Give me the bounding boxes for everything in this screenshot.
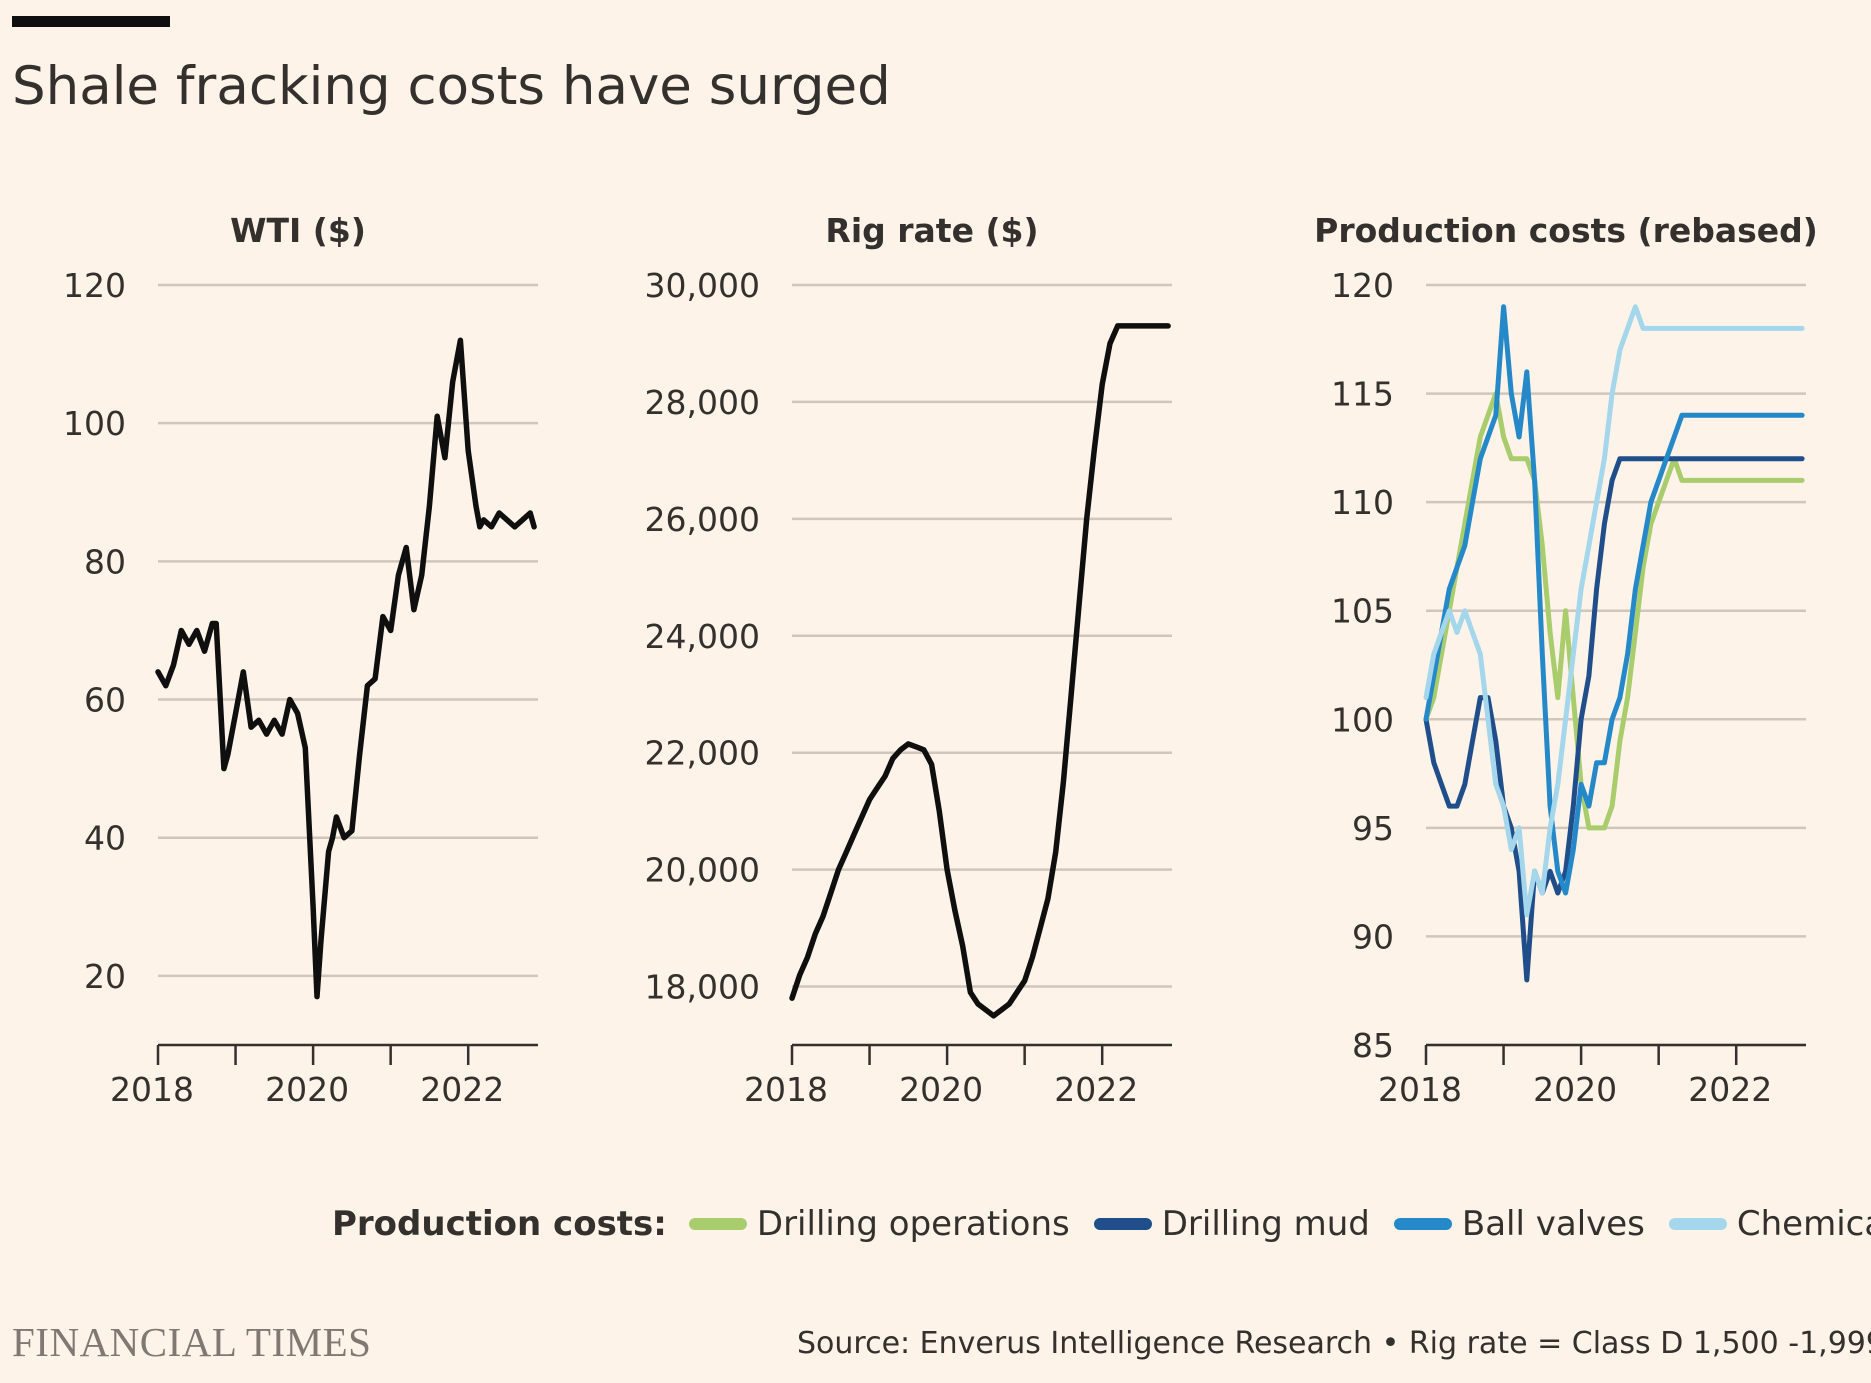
panel3-series-ball-valves [1423,304,1805,896]
panel2-xtick-label-2022: 2022 [1054,1070,1138,1109]
panel2-xtick-label-2018: 2018 [744,1070,828,1109]
page-title: Shale fracking costs have surged [12,56,891,117]
panel2-ytick-label-24-000: 24,000 [645,617,760,656]
panel3-ytick-label-120: 120 [1331,266,1394,305]
panel1-ytick-label-80: 80 [84,542,126,581]
panel3-series-chemicals [1423,304,1805,918]
panel3-xtick-label-2018: 2018 [1378,1070,1462,1109]
legend-item-ball-valves: Ball valves [1393,1204,1645,1244]
panel2-series-rig-rate [789,323,1171,1019]
brand-logo: FINANCIAL TIMES [12,1319,372,1365]
panel2-ytick-label-18-000: 18,000 [645,968,760,1007]
panel1-xtick-label-2022: 2022 [420,1070,504,1109]
panel3-series-drilling-mud [1423,456,1805,983]
panel2-ytick-label-26-000: 26,000 [645,500,760,539]
panel3-xtick-label-2020: 2020 [1533,1070,1617,1109]
legend-label-ball-valves: Ball valves [1461,1204,1645,1244]
top-accent-bar [12,16,170,27]
panel1-ytick-label-120: 120 [63,266,126,305]
panel2-ytick-label-22-000: 22,000 [645,734,760,773]
legend-item-drilling-mud: Drilling mud [1093,1204,1370,1244]
legend-swatch-drilling-mud [1093,1218,1152,1230]
panel3-ytick-label-115: 115 [1331,375,1394,414]
panel1-xtick-label-2020: 2020 [265,1070,349,1109]
panel2-ytick-label-28-000: 28,000 [645,383,760,422]
panel2-title: Rig rate ($) [825,211,1038,250]
legend-title: Production costs: [332,1204,667,1244]
legend-label-drilling-operations: Drilling operations [756,1204,1070,1244]
legend-swatch-chemicals [1668,1218,1727,1230]
legend-swatch-ball-valves [1393,1218,1452,1230]
panel1-series-wti [155,337,537,1000]
legend-swatch-drilling-operations [688,1218,747,1230]
panel3-xtick-label-2022: 2022 [1688,1070,1772,1109]
panel1-ytick-label-20: 20 [84,957,126,996]
panel3-title: Production costs (rebased) [1314,211,1818,250]
panel1-ytick-label-60: 60 [84,681,126,720]
source-note: Source: Enverus Intelligence Research • … [797,1326,1871,1361]
panel3-ytick-label-85: 85 [1352,1026,1394,1065]
panel1-title: WTI ($) [230,211,366,250]
legend: Production costs: Drilling operations Dr… [332,1204,1871,1244]
panel3-ytick-label-100: 100 [1331,700,1394,739]
panel1-ytick-label-40: 40 [84,819,126,858]
panel3-ytick-label-90: 90 [1352,917,1394,956]
legend-item-drilling-operations: Drilling operations [688,1204,1070,1244]
legend-item-chemicals: Chemicals [1668,1204,1871,1244]
legend-label-drilling-mud: Drilling mud [1161,1204,1370,1244]
panel3-ytick-label-95: 95 [1352,809,1394,848]
panel2-ytick-label-30-000: 30,000 [645,266,760,305]
panel3-ytick-label-105: 105 [1331,592,1394,631]
panel2-ytick-label-20-000: 20,000 [645,851,760,890]
panel2-xtick-label-2020: 2020 [899,1070,983,1109]
legend-label-chemicals: Chemicals [1736,1204,1871,1244]
panel1-xtick-label-2018: 2018 [110,1070,194,1109]
panel1-ytick-label-100: 100 [63,404,126,443]
panel3-ytick-label-110: 110 [1331,483,1394,522]
panel3-series-drilling-operations [1423,391,1805,831]
